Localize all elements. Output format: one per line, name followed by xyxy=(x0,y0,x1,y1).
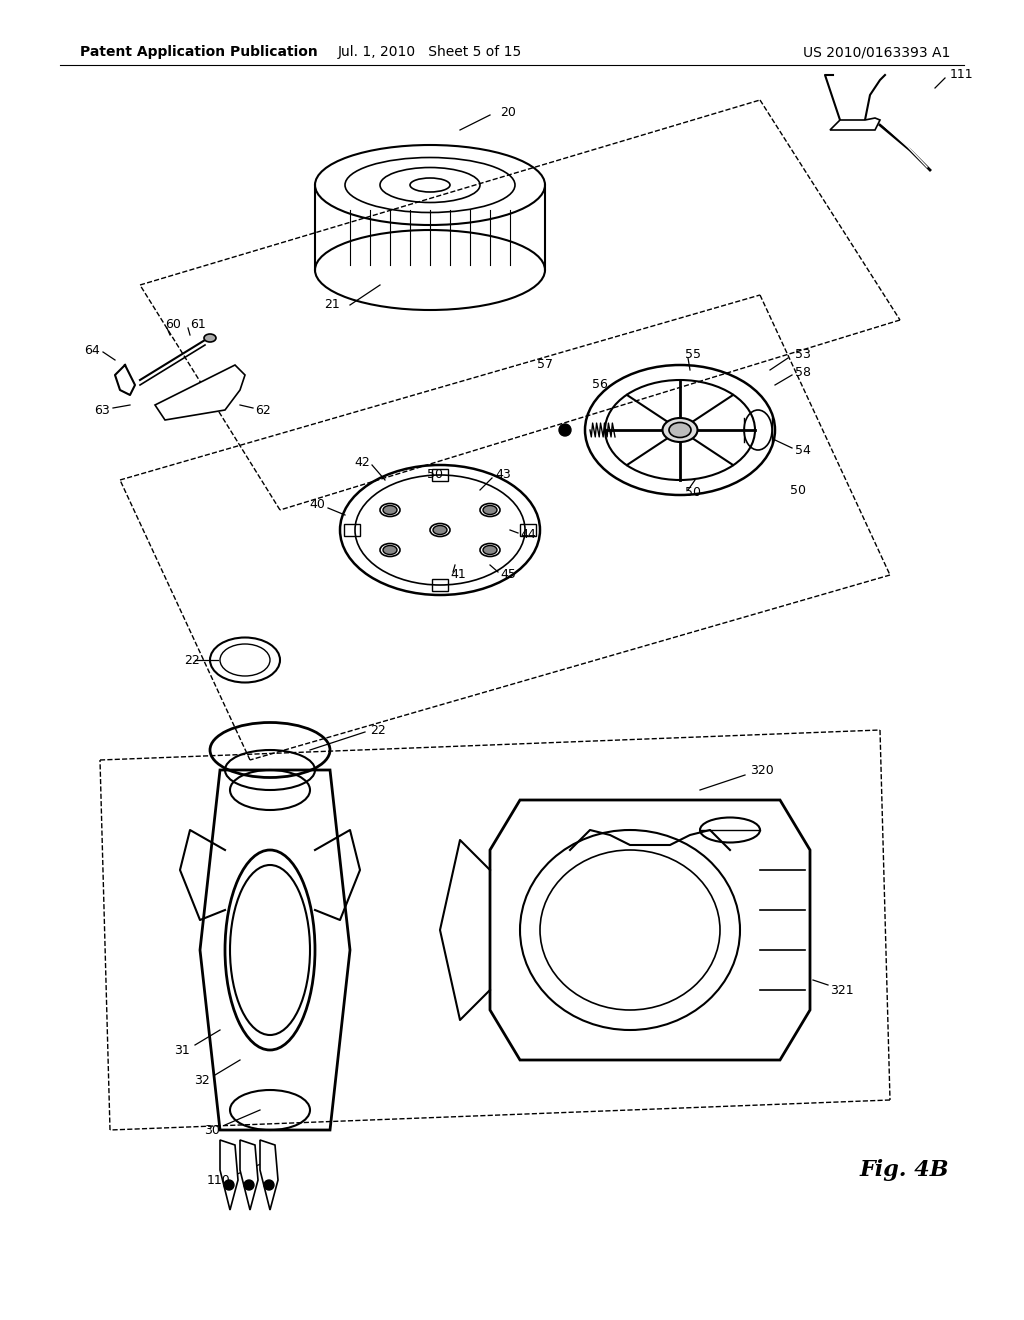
Polygon shape xyxy=(220,1140,238,1210)
Polygon shape xyxy=(240,1140,258,1210)
Text: 55: 55 xyxy=(685,348,701,362)
FancyBboxPatch shape xyxy=(344,524,360,536)
Polygon shape xyxy=(260,1140,278,1210)
Ellipse shape xyxy=(410,178,450,191)
Text: 31: 31 xyxy=(174,1044,190,1056)
Text: US 2010/0163393 A1: US 2010/0163393 A1 xyxy=(803,45,950,59)
Ellipse shape xyxy=(483,545,497,554)
Text: 54: 54 xyxy=(795,444,811,457)
Text: 45: 45 xyxy=(500,569,516,582)
Text: Jul. 1, 2010   Sheet 5 of 15: Jul. 1, 2010 Sheet 5 of 15 xyxy=(338,45,522,59)
FancyBboxPatch shape xyxy=(520,524,536,536)
Text: 42: 42 xyxy=(354,455,370,469)
Text: 21: 21 xyxy=(325,298,340,312)
Circle shape xyxy=(244,1180,254,1191)
Text: 61: 61 xyxy=(190,318,206,331)
Text: 320: 320 xyxy=(750,763,774,776)
Circle shape xyxy=(224,1180,234,1191)
Text: 64: 64 xyxy=(84,343,100,356)
Circle shape xyxy=(559,424,571,436)
Text: 60: 60 xyxy=(165,318,181,331)
Ellipse shape xyxy=(669,422,691,437)
Polygon shape xyxy=(490,800,810,1060)
Ellipse shape xyxy=(483,506,497,515)
Text: 41: 41 xyxy=(450,569,466,582)
Text: Patent Application Publication: Patent Application Publication xyxy=(80,45,317,59)
Text: 56: 56 xyxy=(592,379,608,392)
Text: 63: 63 xyxy=(94,404,110,417)
Text: 20: 20 xyxy=(500,107,516,120)
Text: Fig. 4B: Fig. 4B xyxy=(860,1159,949,1181)
Ellipse shape xyxy=(433,525,447,535)
Text: 57: 57 xyxy=(537,359,553,371)
Text: 32: 32 xyxy=(195,1073,210,1086)
Text: 62: 62 xyxy=(255,404,270,417)
Ellipse shape xyxy=(663,418,697,442)
Text: 40: 40 xyxy=(309,499,325,511)
Polygon shape xyxy=(830,117,880,129)
Text: 58: 58 xyxy=(795,366,811,379)
Text: 44: 44 xyxy=(520,528,536,541)
Text: 111: 111 xyxy=(950,69,974,82)
Circle shape xyxy=(264,1180,274,1191)
Text: 50: 50 xyxy=(790,483,806,496)
Polygon shape xyxy=(200,770,350,1130)
Polygon shape xyxy=(155,366,245,420)
Ellipse shape xyxy=(383,545,397,554)
Text: 22: 22 xyxy=(184,653,200,667)
FancyBboxPatch shape xyxy=(432,469,449,480)
FancyBboxPatch shape xyxy=(432,579,449,591)
Ellipse shape xyxy=(383,506,397,515)
Text: 50: 50 xyxy=(685,486,701,499)
Text: 50: 50 xyxy=(427,469,443,482)
Text: 53: 53 xyxy=(795,348,811,362)
Text: 321: 321 xyxy=(830,983,854,997)
Text: 30: 30 xyxy=(204,1123,220,1137)
Ellipse shape xyxy=(204,334,216,342)
Text: 43: 43 xyxy=(495,469,511,482)
Text: 110: 110 xyxy=(206,1173,230,1187)
Text: 22: 22 xyxy=(370,723,386,737)
